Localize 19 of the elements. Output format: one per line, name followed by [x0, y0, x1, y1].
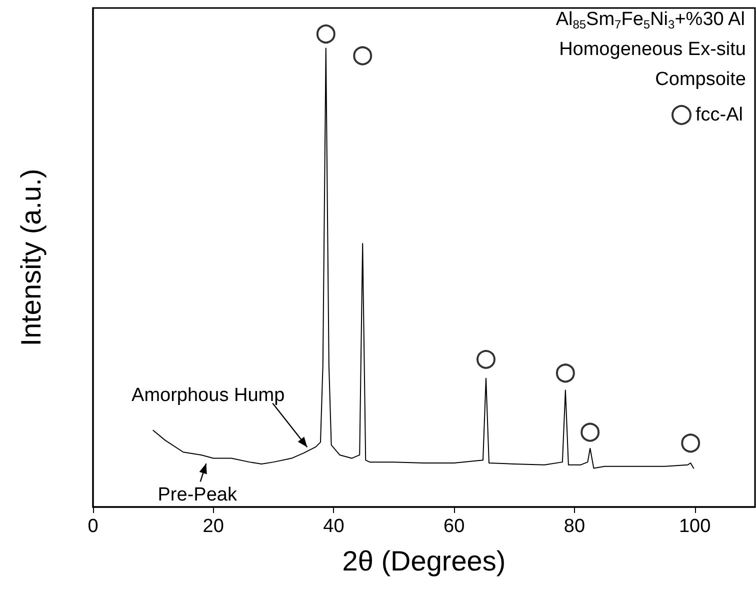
legend-label: fcc-Al [696, 104, 743, 126]
annotation: Compsoite [655, 69, 746, 90]
x-tick-label: 80 [564, 516, 586, 537]
x-tick-label: 100 [678, 516, 711, 537]
x-tick-label: 20 [202, 516, 224, 537]
point [316, 24, 336, 44]
x-tick-label: 60 [444, 516, 465, 537]
annotation: Pre-Peak [158, 484, 238, 506]
point [580, 422, 600, 442]
x-tick-label: 0 [88, 516, 98, 537]
annotation: Amorphous Hump [132, 385, 285, 406]
y-axis-title: Intensity (a.u.) [16, 168, 46, 346]
point [681, 434, 700, 453]
point [556, 364, 575, 383]
annotation: Homogeneous Ex-situ [559, 39, 746, 60]
x-axis-title: 2θ (Degrees) [342, 546, 506, 576]
x-tick-label: 40 [323, 516, 344, 537]
point [353, 46, 372, 66]
point [476, 350, 496, 369]
